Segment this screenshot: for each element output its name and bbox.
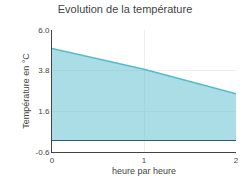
svg-text:heure par heure: heure par heure <box>112 166 176 176</box>
svg-text:0: 0 <box>50 156 55 165</box>
svg-text:-0.6: -0.6 <box>36 148 50 157</box>
svg-text:2: 2 <box>234 156 239 165</box>
svg-text:Evolution de la température: Evolution de la température <box>58 3 193 15</box>
svg-text:1: 1 <box>142 156 147 165</box>
svg-text:Température en °C: Température en °C <box>21 53 31 129</box>
svg-text:1.6: 1.6 <box>38 107 50 116</box>
svg-text:6.0: 6.0 <box>38 26 50 35</box>
svg-text:3.8: 3.8 <box>38 66 50 75</box>
